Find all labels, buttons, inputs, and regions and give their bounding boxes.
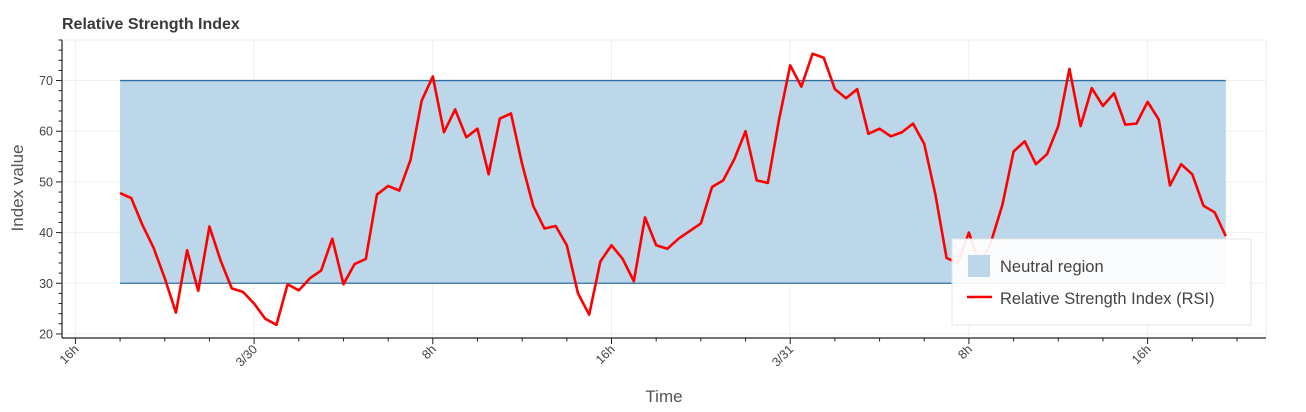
legend-label-neutral: Neutral region — [1000, 258, 1104, 276]
rsi-line — [119, 52, 1227, 327]
legend-swatch-neutral — [968, 255, 990, 277]
x-tick-label: 16h — [1129, 342, 1154, 367]
x-tick-label: 16h — [57, 342, 82, 367]
y-tick-label: 20 — [39, 327, 53, 341]
legend-box — [951, 238, 1252, 326]
rsi-series — [119, 52, 1227, 327]
x-tick-label: 3/30 — [233, 342, 260, 369]
chart-title: Relative Strength Index — [62, 16, 240, 33]
x-tick-label: 8h — [955, 342, 975, 362]
y-tick-label: 70 — [39, 74, 53, 88]
x-tick-label: 3/31 — [769, 342, 796, 369]
legend-label-rsi: Relative Strength Index (RSI) — [1000, 290, 1215, 308]
x-tick-label: 16h — [593, 342, 618, 367]
x-axis-label: Time — [645, 387, 682, 406]
y-tick-label: 30 — [39, 277, 53, 291]
y-tick-label: 60 — [39, 125, 53, 139]
y-axis-label: Index value — [8, 145, 27, 232]
y-tick-label: 40 — [39, 226, 53, 240]
x-tick-label: 8h — [419, 342, 439, 362]
y-tick-label: 50 — [39, 175, 53, 189]
legend: Neutral region Relative Strength Index (… — [951, 238, 1252, 326]
